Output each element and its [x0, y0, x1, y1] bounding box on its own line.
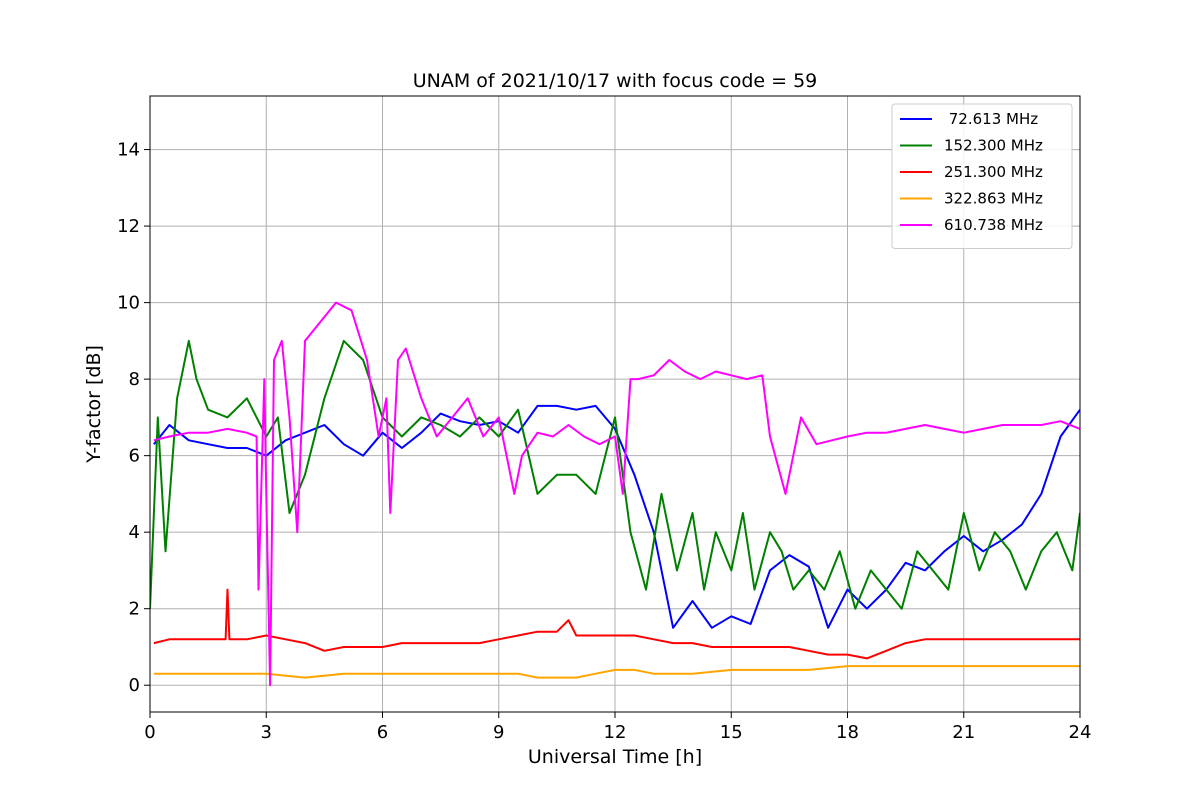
y-tick-label: 14: [117, 140, 140, 161]
y-tick-label: 10: [117, 293, 140, 314]
x-tick-label: 18: [836, 722, 859, 743]
series-layer: [150, 301, 1080, 687]
y-axis: 0 2 4 6 8 10 12 14: [117, 140, 150, 696]
legend: 72.613 MHz 152.300 MHz 251.300 MHz 322.863 …: [891, 103, 1073, 249]
y-tick-label: 2: [129, 599, 140, 620]
series-line-1: [150, 339, 1080, 610]
legend-label: 610.738 MHz: [944, 216, 1043, 234]
series-line-2: [153, 588, 1080, 660]
series-line-0: [153, 404, 1080, 629]
x-tick-label: 6: [377, 722, 388, 743]
series-line-3: [153, 665, 1080, 679]
x-tick-label: 3: [261, 722, 272, 743]
x-tick-label: 15: [720, 722, 743, 743]
legend-label: 152.300 MHz: [944, 137, 1043, 155]
x-tick-label: 9: [493, 722, 504, 743]
y-axis-label: Y-factor [dB]: [83, 345, 105, 464]
x-tick-label: 12: [604, 722, 627, 743]
x-tick-label: 0: [144, 722, 155, 743]
x-axis: 0 3 6 9 12 15 18 21 24: [144, 712, 1091, 743]
x-tick-label: 21: [952, 722, 975, 743]
x-tick-label: 24: [1069, 722, 1092, 743]
legend-label: 72.613 MHz: [944, 110, 1038, 128]
legend-label: 251.300 MHz: [944, 163, 1043, 181]
y-tick-label: 6: [129, 446, 140, 467]
y-tick-label: 12: [117, 216, 140, 237]
chart-title: UNAM of 2021/10/17 with focus code = 59: [413, 70, 818, 92]
legend-box: [891, 103, 1073, 249]
x-axis-label: Universal Time [h]: [528, 746, 702, 768]
y-tick-label: 4: [129, 522, 140, 543]
y-tick-label: 0: [129, 675, 140, 696]
y-tick-label: 8: [129, 369, 140, 390]
series-line-4: [153, 301, 1080, 687]
legend-label: 322.863 MHz: [944, 190, 1043, 208]
